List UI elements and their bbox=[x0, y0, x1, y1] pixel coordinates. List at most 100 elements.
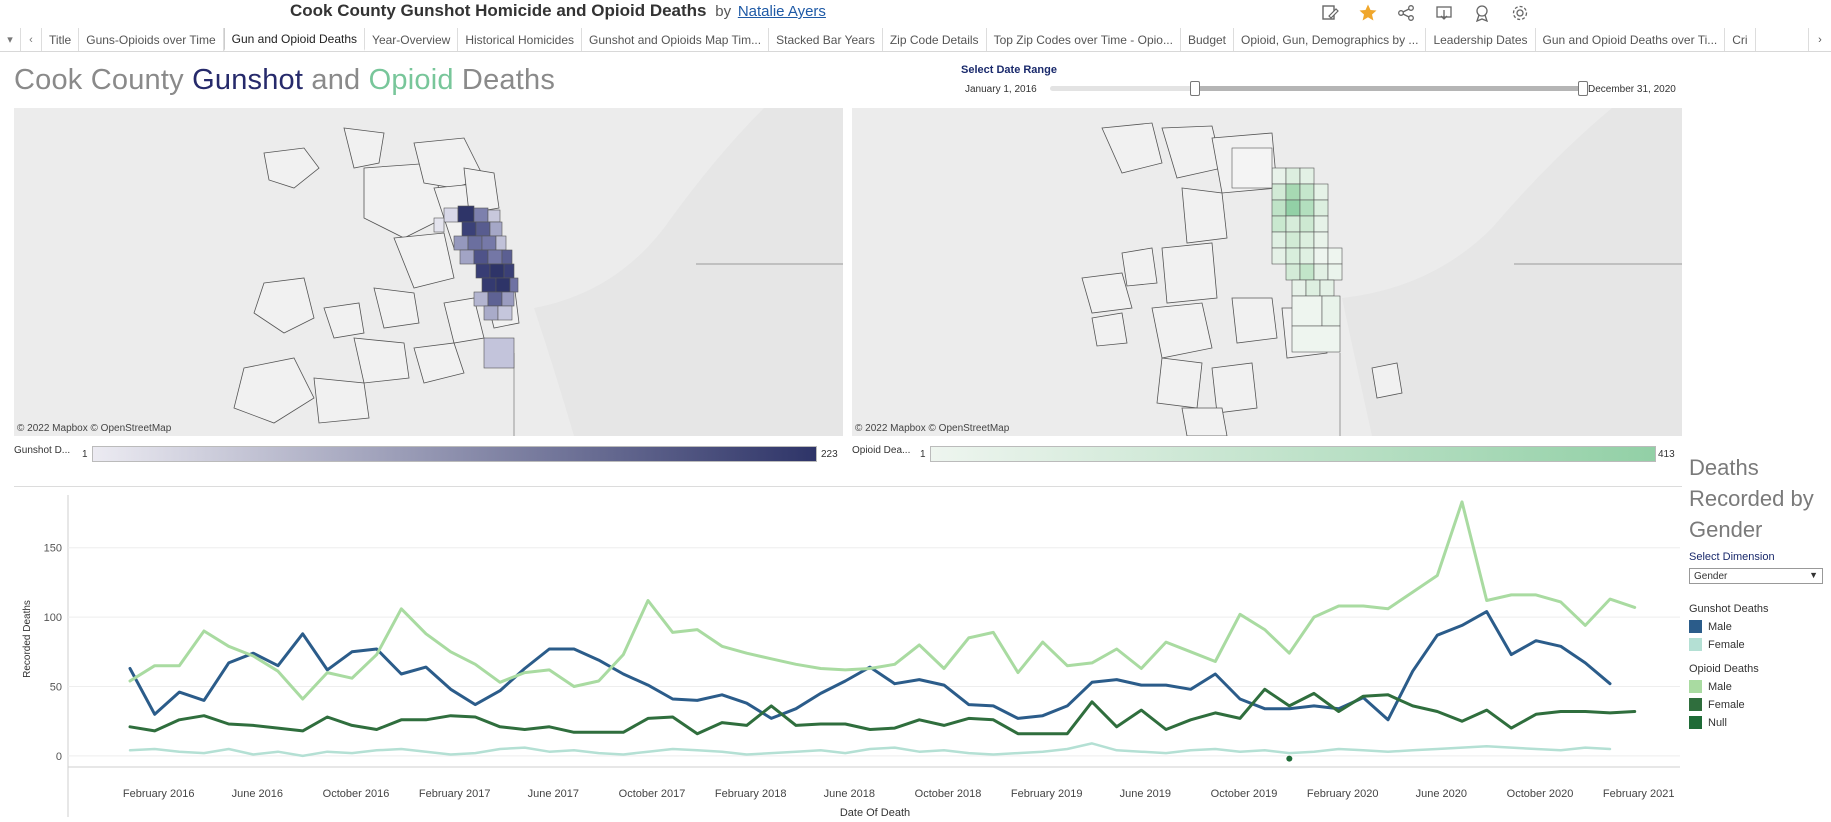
y-tick-label: 100 bbox=[44, 612, 62, 624]
sheet-tabs: ▾ ‹ Title Guns-Opioids over Time Gun and… bbox=[0, 28, 1831, 52]
x-tick-label: October 2019 bbox=[1211, 788, 1278, 800]
date-range-label: Select Date Range bbox=[961, 64, 1057, 76]
legend-opioid-null[interactable]: Null bbox=[1689, 716, 1727, 729]
tab-gunshot-opioids-map-time[interactable]: Gunshot and Opioids Map Tim... bbox=[582, 28, 770, 51]
favorite-star-icon[interactable] bbox=[1356, 2, 1380, 24]
tab-historical-homicides[interactable]: Historical Homicides bbox=[458, 28, 583, 51]
toolbar bbox=[1318, 2, 1532, 24]
legend-label: Female bbox=[1708, 698, 1745, 711]
legend-label: Null bbox=[1708, 716, 1727, 729]
tab-demographics[interactable]: Opioid, Gun, Demographics by ... bbox=[1234, 28, 1427, 51]
select-dimension-label: Select Dimension bbox=[1689, 551, 1775, 563]
gunshot-legend-label: Gunshot D... bbox=[14, 445, 71, 456]
tab-guns-opioids-over-time[interactable]: Guns-Opioids over Time bbox=[79, 28, 224, 51]
x-tick-label: June 2020 bbox=[1416, 788, 1467, 800]
tab-cri[interactable]: Cri bbox=[1725, 28, 1756, 51]
tab-menu-icon[interactable]: ▾ bbox=[0, 28, 21, 51]
gunshot-legend-heading: Gunshot Deaths bbox=[1689, 603, 1769, 615]
map-credit: © 2022 Mapbox © OpenStreetMap bbox=[17, 423, 172, 434]
legend-opioid-female[interactable]: Female bbox=[1689, 698, 1745, 711]
gunshot-legend-max: 223 bbox=[821, 449, 838, 460]
author-link[interactable]: Natalie Ayers bbox=[737, 3, 826, 20]
gunshot-deaths-map[interactable]: © 2022 Mapbox © OpenStreetMap bbox=[14, 108, 843, 436]
legend-gunshot-female[interactable]: Female bbox=[1689, 638, 1745, 651]
tab-gun-and-opioid-deaths[interactable]: Gun and Opioid Deaths bbox=[223, 28, 366, 51]
deaths-line-chart[interactable]: 0 50 100 150 February 2016 June 2016 October 2… bbox=[0, 487, 1684, 819]
swatch bbox=[1689, 698, 1702, 711]
title-opioid: Opioid bbox=[368, 64, 454, 96]
opioid-deaths-map[interactable]: © 2022 Mapbox © OpenStreetMap bbox=[852, 108, 1682, 436]
swatch bbox=[1689, 680, 1702, 693]
legend-label: Female bbox=[1708, 638, 1745, 651]
series-point-opioid-null bbox=[1286, 755, 1293, 762]
tab-leadership-dates[interactable]: Leadership Dates bbox=[1426, 28, 1536, 51]
series-line-opioid-deaths-male bbox=[128, 500, 1637, 701]
select-dimension-dropdown[interactable]: Gender ▼ bbox=[1689, 568, 1823, 584]
series-line-gunshot-deaths-female bbox=[128, 742, 1612, 758]
y-tick-label: 0 bbox=[56, 751, 62, 763]
tab-title[interactable]: Title bbox=[42, 28, 80, 51]
legend-label: Male bbox=[1708, 620, 1732, 633]
gunshot-color-scale bbox=[92, 446, 817, 462]
legend-label: Male bbox=[1708, 680, 1732, 693]
tab-deaths-over-time[interactable]: Gun and Opioid Deaths over Ti... bbox=[1536, 28, 1726, 51]
tab-year-overview[interactable]: Year-Overview bbox=[365, 28, 459, 51]
map-credit: © 2022 Mapbox © OpenStreetMap bbox=[855, 423, 1010, 434]
tab-stacked-bar-years[interactable]: Stacked Bar Years bbox=[769, 28, 883, 51]
tab-zip-code-details[interactable]: Zip Code Details bbox=[883, 28, 987, 51]
x-tick-label: October 2018 bbox=[915, 788, 982, 800]
select-dimension-value: Gender bbox=[1694, 571, 1728, 582]
download-icon[interactable] bbox=[1432, 2, 1456, 24]
viz-title-text: Cook County Gunshot Homicide and Opioid … bbox=[290, 1, 707, 20]
settings-icon[interactable] bbox=[1508, 2, 1532, 24]
side-panel-title: Deaths Recorded by Gender bbox=[1689, 455, 1814, 542]
x-tick-label: February 2017 bbox=[419, 788, 491, 800]
title-gunshot: Gunshot bbox=[192, 64, 304, 96]
opioid-legend-min: 1 bbox=[920, 449, 926, 460]
y-tick-label: 150 bbox=[44, 543, 62, 555]
date-range-end: December 31, 2020 bbox=[1588, 84, 1676, 95]
tab-budget[interactable]: Budget bbox=[1181, 28, 1235, 51]
x-axis-title: Date Of Death bbox=[840, 807, 910, 817]
x-tick-label: June 2017 bbox=[528, 788, 579, 800]
tab-next-icon[interactable]: › bbox=[1808, 28, 1831, 51]
opioid-legend-label: Opioid Dea... bbox=[852, 445, 911, 456]
x-tick-label: February 2020 bbox=[1307, 788, 1379, 800]
viz-header: Cook County Gunshot Homicide and Opioid … bbox=[0, 0, 1831, 26]
gunshot-choropleth bbox=[433, 205, 519, 369]
lake-michigan bbox=[1342, 108, 1682, 436]
title-end: Deaths bbox=[453, 64, 556, 96]
date-range-start: January 1, 2016 bbox=[965, 84, 1037, 95]
legend-opioid-male[interactable]: Male bbox=[1689, 680, 1732, 693]
gunshot-legend-min: 1 bbox=[82, 449, 88, 460]
tab-top-zip-codes[interactable]: Top Zip Codes over Time - Opio... bbox=[987, 28, 1181, 51]
metrics-icon[interactable] bbox=[1470, 2, 1494, 24]
x-tick-label: February 2016 bbox=[123, 788, 195, 800]
x-tick-label: February 2021 bbox=[1603, 788, 1675, 800]
by-label: by bbox=[715, 3, 732, 20]
x-tick-label: June 2019 bbox=[1120, 788, 1171, 800]
series-line-gunshot-deaths-male bbox=[128, 610, 1612, 722]
dashboard-title: Cook County Gunshot and Opioid Deaths bbox=[14, 64, 555, 97]
opioid-legend-heading: Opioid Deaths bbox=[1689, 663, 1759, 675]
swatch bbox=[1689, 638, 1702, 651]
date-range-end-handle[interactable] bbox=[1578, 81, 1588, 96]
share-icon[interactable] bbox=[1394, 2, 1418, 24]
x-tick-label: October 2016 bbox=[323, 788, 390, 800]
title-and: and bbox=[303, 64, 369, 96]
x-tick-label: February 2018 bbox=[715, 788, 787, 800]
x-tick-label: February 2019 bbox=[1011, 788, 1083, 800]
title-part-1: Cook County bbox=[14, 64, 193, 96]
line-chart-svg: 0 50 100 150 February 2016 June 2016 October 2… bbox=[22, 495, 1680, 819]
lake-michigan bbox=[534, 108, 843, 436]
x-tick-label: June 2018 bbox=[824, 788, 875, 800]
opioid-legend-max: 413 bbox=[1658, 449, 1675, 460]
opioid-color-scale bbox=[930, 446, 1656, 462]
opioid-choropleth bbox=[1231, 147, 1343, 353]
legend-gunshot-male[interactable]: Male bbox=[1689, 620, 1732, 633]
date-range-start-handle[interactable] bbox=[1189, 81, 1200, 96]
edit-icon[interactable] bbox=[1318, 2, 1342, 24]
tab-prev-icon[interactable]: ‹ bbox=[21, 28, 42, 51]
swatch bbox=[1689, 620, 1702, 633]
chevron-down-icon: ▼ bbox=[1809, 570, 1818, 580]
